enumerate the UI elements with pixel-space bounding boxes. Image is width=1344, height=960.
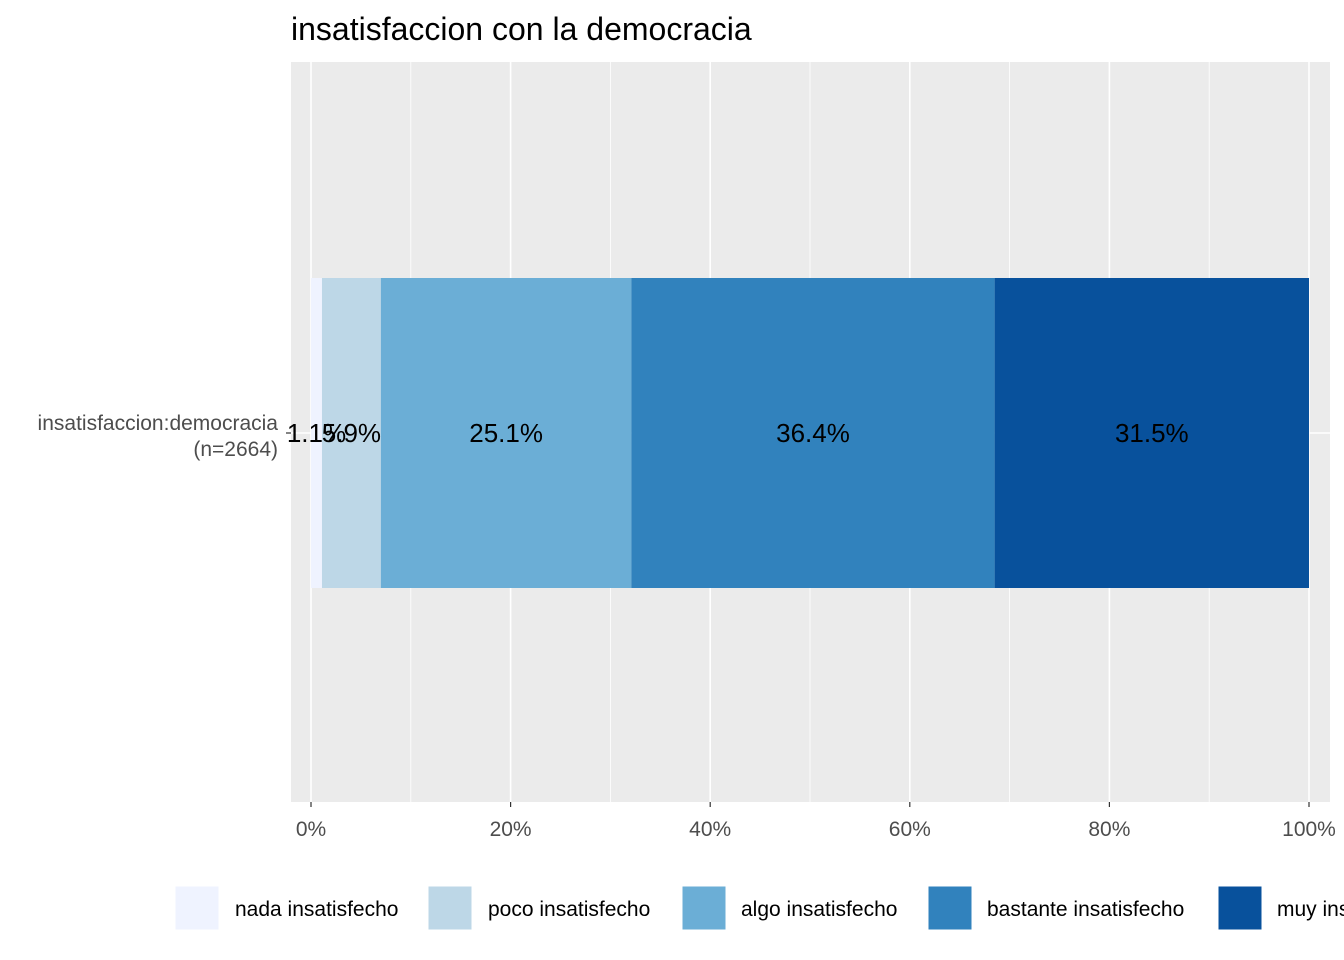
legend-label-1: nada insatisfecho	[235, 898, 398, 921]
legend-key-3	[681, 885, 727, 931]
y-tick-label-line1: insatisfaccion:democracia	[38, 412, 279, 435]
legend-key-5	[1217, 885, 1263, 931]
segment-label-1: 1.1%	[287, 418, 346, 448]
bar-segment-3	[380, 278, 632, 588]
y-axis: insatisfaccion:democracia (n=2664)	[38, 412, 291, 461]
bar-segment-4	[631, 278, 995, 588]
legend-key-2	[427, 885, 473, 931]
segment-label-4: 36.4%	[776, 418, 850, 448]
bars	[311, 278, 1309, 588]
x-tick-label: 40%	[689, 818, 731, 841]
legend-label-5: muy insatisfecho	[1277, 898, 1344, 921]
bar-segment-1	[311, 278, 322, 588]
segment-label-5: 31.5%	[1115, 418, 1189, 448]
legend: nada insatisfecho poco insatisfecho algo i…	[174, 885, 1344, 931]
segment-labels: 1.1%5.9% 25.1% 36.4% 31.5%	[287, 418, 1189, 448]
x-tick-label: 100%	[1282, 818, 1336, 841]
segment-label-3: 25.1%	[469, 418, 543, 448]
legend-label-4: bastante insatisfecho	[987, 898, 1184, 921]
x-tick-label: 60%	[889, 818, 931, 841]
x-tick-label: 20%	[490, 818, 532, 841]
bar-segment-5	[994, 278, 1309, 588]
legend-label-2: poco insatisfecho	[488, 898, 650, 921]
x-axis: 0% 20% 40% 60% 80% 100%	[296, 802, 1336, 841]
legend-key-1	[174, 885, 220, 931]
legend-label-3: algo insatisfecho	[741, 898, 897, 921]
bar-segment-2	[321, 278, 381, 588]
legend-key-4	[927, 885, 973, 931]
x-tick-label: 0%	[296, 818, 326, 841]
chart-title: insatisfaccion con la democracia	[291, 11, 752, 47]
x-tick-label: 80%	[1088, 818, 1130, 841]
y-tick-label-line2: (n=2664)	[193, 438, 278, 461]
segment-label-2: 5.9%	[322, 418, 381, 448]
